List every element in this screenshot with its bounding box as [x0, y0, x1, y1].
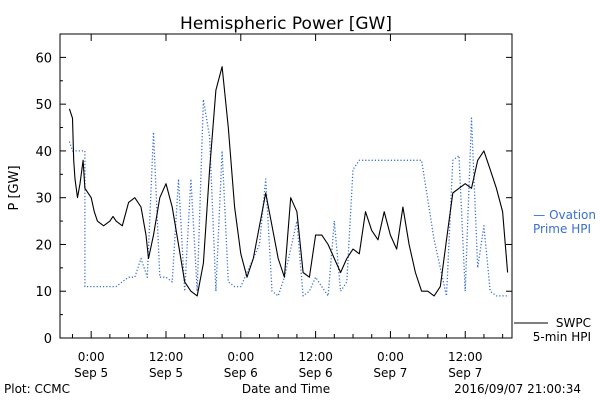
x-tick-label-date: Sep 5	[74, 366, 108, 380]
legend: — Ovation Prime HPI SWPC 5-min HPI	[514, 208, 596, 344]
y-axis: 0 10 20 30 40 50 60	[35, 33, 512, 347]
footer-left: Plot: CCMC	[4, 382, 70, 396]
x-tick-label-date: Sep 7	[448, 366, 482, 380]
chart-title: Hemispheric Power [GW]	[180, 14, 392, 34]
plot-area	[59, 33, 513, 339]
y-tick-label: 10	[35, 285, 52, 300]
legend-ovation-line2: Prime HPI	[533, 222, 591, 236]
series-layer	[68, 66, 509, 297]
legend-swpc-line1: SWPC	[556, 316, 591, 330]
x-axis-label: Date and Time	[242, 382, 330, 396]
y-tick-label: 50	[35, 98, 52, 113]
x-tick-label-time: 0:00	[227, 350, 254, 364]
y-tick-label: 60	[35, 51, 52, 66]
x-tick-label-date: Sep 5	[149, 366, 183, 380]
y-tick-label: 40	[35, 145, 52, 160]
y-tick-label: 0	[44, 332, 52, 347]
legend-swpc-line2: 5-min HPI	[533, 330, 591, 344]
x-tick-label-date: Sep 6	[224, 366, 258, 380]
y-tick-label: 20	[35, 238, 52, 253]
y-tick-label: 30	[35, 192, 52, 207]
footer-right: 2016/09/07 21:00:34	[454, 382, 581, 396]
x-tick-label-time: 12:00	[298, 350, 333, 364]
x-tick-label-time: 12:00	[448, 350, 483, 364]
x-tick-label-time: 0:00	[78, 350, 105, 364]
y-axis-label: P [GW]	[7, 165, 22, 210]
x-tick-label-date: Sep 6	[299, 366, 333, 380]
x-tick-label-time: 12:00	[149, 350, 184, 364]
legend-ovation-line1: — Ovation	[533, 208, 596, 222]
x-tick-label-date: Sep 7	[373, 366, 407, 380]
x-axis: 0:00 Sep 5 12:00 Sep 5 0:00 Sep 6 12:00 Sep 6 0:…	[71, 34, 504, 380]
series-swpc-5min-hpi	[68, 66, 509, 297]
x-tick-label-time: 0:00	[377, 350, 404, 364]
